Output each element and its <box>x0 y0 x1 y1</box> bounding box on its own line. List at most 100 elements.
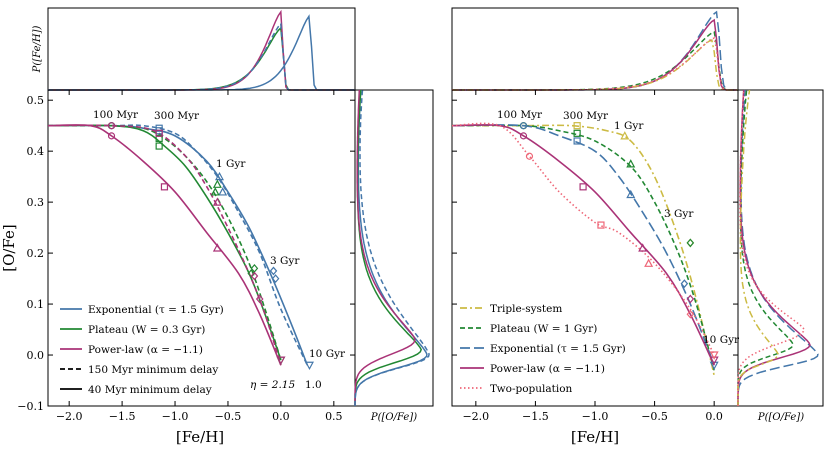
left-side-exponential-curve <box>354 89 428 406</box>
left-marker-diamond <box>247 269 256 278</box>
left-series-line-1 <box>47 124 309 366</box>
left-ytick-label: 0.0 <box>27 349 45 362</box>
left-side-panel: P([O/Fe]) <box>354 89 434 423</box>
annot-1gyr-right: 1 Gyr <box>614 120 644 132</box>
left-marker-triangle <box>212 179 222 188</box>
right-marker-triangle <box>638 243 648 252</box>
left-marker-triangle <box>212 243 222 252</box>
right-marker-square <box>573 137 581 145</box>
left-ytick-label: 0.2 <box>27 247 45 260</box>
right-series-line-2 <box>451 124 715 366</box>
left-marker-triangle <box>214 171 225 181</box>
right-side-powerlaw-curve <box>737 89 811 406</box>
annot-10gyr-left: 10 Gyr <box>309 348 346 360</box>
legend-right-twopop: Two-population <box>490 383 573 395</box>
right-marker-circle <box>519 132 528 140</box>
right-side-xlabel: P([O/Fe]) <box>757 412 804 423</box>
annot-100myr-left: 100 Myr <box>93 109 139 121</box>
left-series-line-4 <box>47 124 282 366</box>
left-marker-circle <box>107 132 116 140</box>
right-marker-triangle-down <box>709 351 719 360</box>
right-marker-diamond <box>686 294 695 304</box>
right-top-powerlaw-curve <box>452 18 738 91</box>
right-marker-triangle <box>626 189 636 199</box>
left-xtick-label: −1.0 <box>162 410 189 423</box>
left-ytick-label: 0.1 <box>27 298 45 311</box>
left-marker-triangle <box>212 197 222 206</box>
right-xtick-label: −1.5 <box>522 410 549 423</box>
right-xlabel: [Fe/H] <box>571 428 619 446</box>
left-marker-circle <box>107 122 116 130</box>
left-ylabel: [O/Fe] <box>0 224 18 272</box>
left-ytick-label: 0.4 <box>27 145 45 158</box>
right-series-line-4 <box>451 122 715 356</box>
left-series-line-5 <box>47 124 282 366</box>
left-xtick-label: 0.5 <box>325 410 343 423</box>
left-xtick-label: −2.0 <box>56 410 83 423</box>
left-top-panel: P([Fe/H]) <box>32 7 356 91</box>
left-side-xlabel: P([O/Fe]) <box>370 412 417 423</box>
annot-3gyr-right: 3 Gyr <box>664 208 694 220</box>
left-ytick-label: 0.3 <box>27 196 45 209</box>
left-xlabel: [Fe/H] <box>176 428 224 446</box>
right-marker-triangle <box>620 131 630 140</box>
legend-left-150myr: 150 Myr minimum delay <box>88 364 218 376</box>
right-marker-diamond <box>686 309 695 319</box>
right-xtick-label: −2.0 <box>462 410 489 423</box>
right-main-panel: −2.0 −1.5 −1.0 −0.5 0.0 [Fe/H] 100 Myr 300 M… <box>451 89 740 446</box>
left-xtick-label: −1.5 <box>109 410 136 423</box>
right-xtick-label: 0.0 <box>705 410 723 423</box>
left-marker-diamond <box>255 294 264 304</box>
right-xtick-label: −0.5 <box>641 410 668 423</box>
right-marker-circle <box>525 152 534 160</box>
left-marker-triangle-down <box>304 361 314 370</box>
left-marker-triangle-down <box>276 356 286 365</box>
right-marker-triangle <box>644 258 654 267</box>
legend-left-powerlaw: Power-law (α = −1.1) <box>88 344 203 356</box>
right-marker-square <box>573 129 581 137</box>
legend-left-40myr: 40 Myr minimum delay <box>88 384 212 396</box>
left-top-exponential-curve <box>48 14 355 91</box>
left-top-exponential-dashed-curve <box>48 22 355 91</box>
right-marker-triangle <box>626 159 636 168</box>
right-series-line-3 <box>451 124 715 366</box>
right-marker-triangle-down <box>709 356 719 365</box>
left-top-plateau-curve <box>48 26 355 91</box>
annot-eta: η = 2.15 <box>250 379 295 391</box>
annot-1gyr-left: 1 Gyr <box>216 158 246 170</box>
left-marker-square <box>155 124 163 132</box>
left-side-exponential-dashed-curve <box>354 89 430 406</box>
right-series-line-0 <box>451 124 715 376</box>
annot-3gyr-left: 3 Gyr <box>270 255 300 267</box>
left-legend: Exponential (τ = 1.5 Gyr) Plateau (W = 0… <box>60 304 224 396</box>
right-top-twopop-curve <box>452 36 738 91</box>
left-marker-square <box>155 134 163 143</box>
right-marker-diamond <box>686 238 695 248</box>
left-marker-square <box>155 129 163 137</box>
right-marker-diamond <box>686 238 695 248</box>
legend-right-plateau: Plateau (W = 1 Gyr) <box>490 323 597 335</box>
annot-300myr-right: 300 Myr <box>563 110 609 122</box>
annot-300myr-left: 300 Myr <box>154 110 200 122</box>
left-marker-diamond <box>271 274 280 284</box>
legend-left-plateau: Plateau (W = 0.3 Gyr) <box>88 324 205 336</box>
right-top-exponential-curve <box>452 10 738 91</box>
left-xtick-label: −0.5 <box>215 410 242 423</box>
right-marker-circle <box>519 122 528 130</box>
left-ytick-label: −0.1 <box>17 400 44 413</box>
left-marker-diamond <box>250 271 259 281</box>
right-series-line-1 <box>451 124 715 371</box>
legend-right-powerlaw: Power-law (α = −1.1) <box>490 363 605 375</box>
legend-right-exponential: Exponential (τ = 1.5 Gyr) <box>490 343 626 355</box>
right-side-plateau-curve <box>737 89 794 406</box>
left-top-ylabel: P([Fe/H]) <box>32 26 43 74</box>
annot-1-0: 1.0 <box>305 379 322 391</box>
right-xtick-label: −1.0 <box>582 410 609 423</box>
left-marker-square <box>155 142 163 150</box>
left-main-panel: −2.0 −1.5 −1.0 −0.5 0.0 0.5 −0.1 0.0 0.1 0.2 0.3 0.… <box>0 89 356 446</box>
left-ytick-label: 0.5 <box>27 94 45 107</box>
annot-100myr-right: 100 Myr <box>497 109 543 121</box>
left-marker-square <box>160 183 169 191</box>
legend-left-exponential: Exponential (τ = 1.5 Gyr) <box>88 304 224 316</box>
right-marker-square <box>597 221 605 229</box>
